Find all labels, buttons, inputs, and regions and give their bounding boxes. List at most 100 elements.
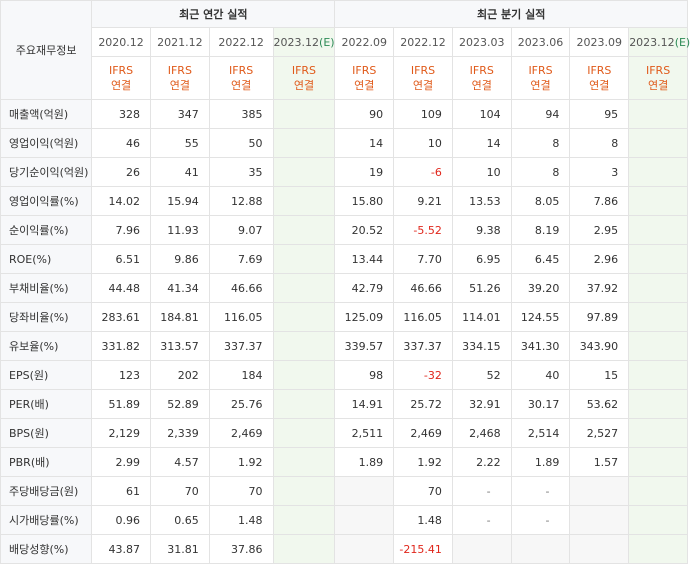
- table-cell: 7.70: [393, 244, 453, 274]
- table-cell: 2,129: [91, 418, 151, 448]
- ifrs-line2: 연결: [412, 79, 434, 92]
- table-cell: -: [451, 505, 512, 535]
- period-label: 2022.12: [400, 35, 446, 49]
- period-header: 2023.06: [510, 27, 571, 57]
- table-cell: 124.55: [510, 302, 571, 332]
- row-label: 주당배당금(원): [0, 476, 93, 506]
- ifrs-label: IFRS 연결: [393, 56, 453, 100]
- period-label: 2023.06: [517, 35, 564, 49]
- table-cell: 104: [451, 99, 512, 129]
- table-cell: 116.05: [393, 302, 453, 332]
- table-cell: [272, 302, 336, 332]
- ifrs-line2: 연결: [293, 79, 315, 92]
- table-cell: 4.57: [149, 447, 210, 477]
- row-label: PBR(배): [0, 447, 93, 477]
- table-cell: [272, 360, 336, 390]
- table-cell: 2,527: [569, 418, 630, 448]
- table-cell: 13.53: [451, 186, 512, 216]
- table-row: 부채비율(%) 44.48 41.34 46.66 42.79 46.66 51.26 39.…: [0, 273, 688, 303]
- table-cell: [272, 99, 336, 129]
- table-cell: 2.99: [91, 447, 151, 477]
- table-row: 순이익률(%) 7.96 11.93 9.07 20.52 -5.52 9.38 8.19 2.…: [0, 215, 688, 245]
- table-cell: [334, 476, 395, 506]
- table-cell: 2,468: [451, 418, 512, 448]
- table-cell: [569, 476, 630, 506]
- ifrs-line1: IFRS: [108, 64, 134, 77]
- period-label: 2023.03: [459, 35, 505, 49]
- table-cell: 37.86: [208, 534, 274, 564]
- period-header: 2023.12(E): [628, 27, 690, 57]
- table-cell: 51.26: [451, 273, 512, 303]
- table-cell: [628, 99, 688, 129]
- ifrs-line1: IFRS: [410, 64, 436, 77]
- table-row: 영업이익(억원) 46 55 50 14 10 14 8 8: [0, 128, 688, 158]
- table-cell: 35: [208, 157, 274, 187]
- table-cell: 2,511: [334, 418, 395, 448]
- table-cell: -215.41: [393, 534, 453, 564]
- table-cell: 343.90: [569, 331, 630, 361]
- table-cell: 0.65: [149, 505, 210, 535]
- table-cell: [451, 534, 512, 564]
- row-label: 영업이익(억원): [0, 128, 93, 158]
- table-cell: 1.89: [510, 447, 571, 477]
- table-cell: 52: [451, 360, 512, 390]
- table-cell: 8: [510, 128, 571, 158]
- row-label: 당기순이익(억원): [0, 157, 93, 187]
- table-cell: 9.38: [451, 215, 512, 245]
- table-row: 주당배당금(원) 61 70 70 70- -: [0, 476, 688, 506]
- table-cell: [628, 244, 688, 274]
- table-row: 영업이익률(%) 14.02 15.94 12.88 15.80 9.21 13.53 8.0…: [0, 186, 688, 216]
- table-cell: 114.01: [451, 302, 512, 332]
- table-cell: 328: [91, 99, 151, 129]
- table-cell: 55: [149, 128, 210, 158]
- row-label: BPS(원): [0, 418, 93, 448]
- ifrs-label: IFRS 연결: [149, 56, 210, 100]
- table-row: PER(배) 51.89 52.89 25.76 14.91 25.72 32.91 30.1…: [0, 389, 688, 419]
- table-cell: 9.07: [208, 215, 274, 245]
- table-cell: 337.37: [208, 331, 274, 361]
- ifrs-line2: 연결: [354, 79, 375, 92]
- table-cell: 8.05: [510, 186, 571, 216]
- ifrs-line1: IFRS: [229, 64, 254, 77]
- table-cell: [628, 215, 688, 245]
- table-body: 매출액(억원) 328 347 385 90 109 104 94 95 영업이익(억원) 46 55…: [0, 99, 688, 564]
- table-cell: 2.22: [451, 447, 512, 477]
- table-cell: -6: [393, 157, 453, 187]
- table-cell: -5.52: [393, 215, 453, 245]
- table-cell: [272, 186, 336, 216]
- table-cell: 116.05: [208, 302, 274, 332]
- table-cell: 15: [569, 360, 630, 390]
- table-cell: 2,339: [149, 418, 210, 448]
- ifrs-line1: IFRS: [645, 64, 671, 77]
- table-cell: [628, 273, 688, 303]
- table-row: ROE(%) 6.51 9.86 7.69 13.44 7.70 6.95 6.45 2.96: [0, 244, 688, 274]
- table-cell: [272, 418, 336, 448]
- table-cell: 13.44: [334, 244, 395, 274]
- row-label: PER(배): [0, 389, 93, 419]
- table-cell: 8.19: [510, 215, 571, 245]
- table-cell: 2,469: [208, 418, 274, 448]
- table-cell: 41.34: [149, 273, 210, 303]
- period-header: 2022.12: [208, 27, 274, 57]
- table-cell: [569, 505, 630, 535]
- table-cell: 1.48: [393, 505, 453, 535]
- table-cell: 95: [569, 99, 630, 129]
- table-cell: 7.69: [208, 244, 274, 274]
- ifrs-label: IFRS 연결: [334, 56, 395, 100]
- table-cell: [628, 157, 688, 187]
- table-cell: 1.57: [569, 447, 630, 477]
- table-cell: 25.72: [393, 389, 453, 419]
- row-label: 유보율(%): [0, 331, 93, 361]
- table-cell: 19: [334, 157, 395, 187]
- ifrs-line2: 연결: [471, 79, 492, 92]
- table-cell: 109: [393, 99, 453, 129]
- table-cell: 26: [91, 157, 151, 187]
- table-cell: [272, 389, 336, 419]
- annual-group-header: 최근 연간 실적: [91, 0, 336, 28]
- table-row: 배당성향(%) 43.87 31.81 37.86 -215.41: [0, 534, 688, 564]
- table-cell: 7.86: [569, 186, 630, 216]
- table-cell: 202: [149, 360, 210, 390]
- ifrs-label: IFRS 연결: [451, 56, 512, 100]
- table-cell: [628, 447, 688, 477]
- table-cell: 25.76: [208, 389, 274, 419]
